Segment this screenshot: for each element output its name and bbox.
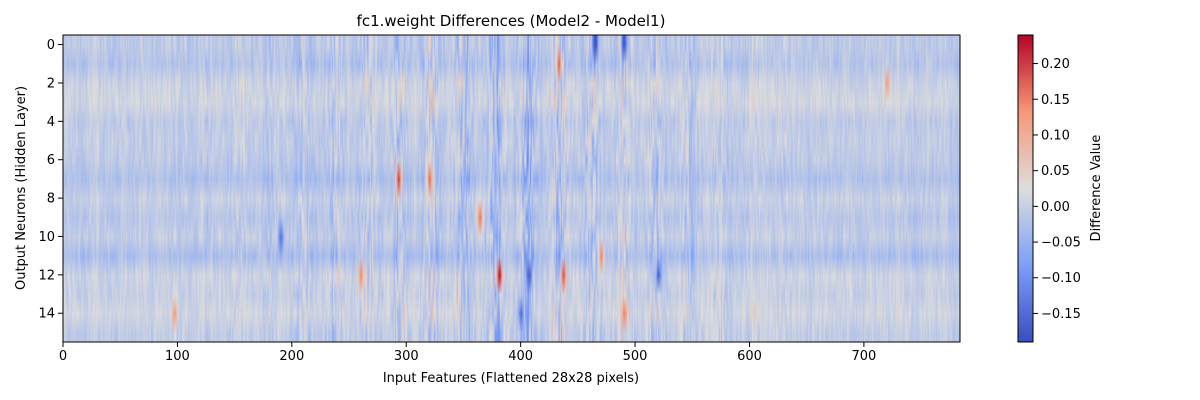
x-tick-label: 300 bbox=[394, 349, 419, 364]
y-axis-label: Output Neurons (Hidden Layer) bbox=[14, 86, 29, 290]
colorbar-label: Difference Value bbox=[1089, 135, 1104, 242]
colorbar-tick-label: −0.10 bbox=[1041, 271, 1081, 286]
chart-title: fc1.weight Differences (Model2 - Model1) bbox=[357, 12, 666, 30]
colorbar-tick-label: −0.05 bbox=[1041, 236, 1081, 251]
x-axis-label: Input Features (Flattened 28x28 pixels) bbox=[383, 371, 639, 386]
colorbar-tick-label: 0.05 bbox=[1041, 164, 1070, 179]
x-tick-label: 700 bbox=[851, 349, 876, 364]
y-tick-label: 2 bbox=[47, 76, 55, 91]
x-tick-label: 600 bbox=[737, 349, 762, 364]
x-tick-label: 500 bbox=[623, 349, 648, 364]
heatmap-image bbox=[63, 35, 960, 342]
colorbar-ticks: −0.15 −0.10 −0.05 0.00 0.05 0.10 0.15 0.20 bbox=[1033, 57, 1081, 322]
plot-frame bbox=[62, 34, 961, 343]
y-tick-label: 10 bbox=[38, 230, 55, 245]
y-tick-label: 0 bbox=[47, 38, 55, 53]
colorbar-tick-label: 0.00 bbox=[1041, 200, 1070, 215]
colorbar-tick-label: 0.20 bbox=[1041, 57, 1070, 72]
colorbar-frame bbox=[1017, 34, 1034, 343]
x-tick-label: 0 bbox=[59, 349, 67, 364]
y-tick-label: 4 bbox=[47, 115, 55, 130]
heatmap-cells bbox=[63, 35, 960, 342]
y-axis-ticks: 0 2 4 6 8 10 12 14 bbox=[38, 38, 63, 322]
x-tick-label: 400 bbox=[508, 349, 533, 364]
x-tick-label: 200 bbox=[279, 349, 304, 364]
colorbar-tick-label: −0.15 bbox=[1041, 307, 1081, 322]
y-tick-label: 8 bbox=[47, 192, 55, 207]
colorbar-tick-label: 0.15 bbox=[1041, 93, 1070, 108]
y-tick-label: 12 bbox=[38, 268, 55, 283]
x-tick-label: 100 bbox=[165, 349, 190, 364]
colorbar-tick-label: 0.10 bbox=[1041, 128, 1070, 143]
x-axis-ticks: 0 100 200 300 400 500 600 700 bbox=[59, 342, 876, 364]
y-tick-label: 14 bbox=[38, 307, 55, 322]
y-tick-label: 6 bbox=[47, 153, 55, 168]
colorbar-gradient bbox=[1018, 35, 1033, 342]
